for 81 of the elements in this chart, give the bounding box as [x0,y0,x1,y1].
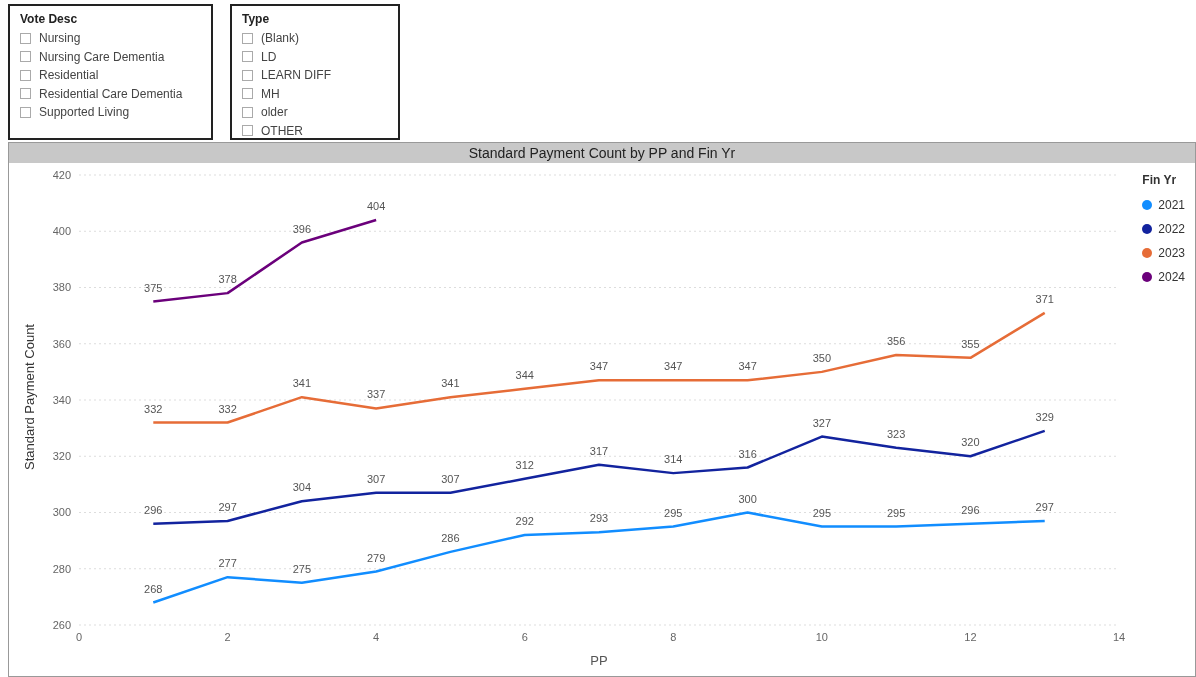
data-label: 275 [292,562,312,575]
legend-label: 2024 [1158,270,1185,284]
data-label: 347 [589,360,609,373]
data-label: 293 [589,512,609,525]
data-label: 292 [515,515,534,527]
x-tick-label: 4 [373,630,380,643]
x-tick-label: 10 [815,630,828,643]
data-label: 277 [218,557,237,570]
data-label: 312 [515,458,534,471]
data-label: 307 [366,472,386,485]
chart-title: Standard Payment Count by PP and Fin Yr [9,143,1195,163]
data-label: 347 [664,360,683,373]
data-label: 347 [738,360,757,373]
y-tick-label: 280 [52,562,71,575]
y-tick-label: 400 [52,225,71,238]
data-label: 297 [218,500,237,513]
data-label: 332 [144,402,163,415]
data-label: 296 [961,503,980,516]
text: Vote Desc [20,12,79,26]
y-tick-label: 300 [52,506,71,519]
data-label: 296 [144,503,163,516]
text: Nursing Care Dementia [39,49,165,64]
data-label: 344 [515,368,534,381]
data-label: 341 [292,377,312,390]
x-axis-title: PP [590,653,608,668]
legend-label: 2021 [1158,198,1185,212]
data-label: 307 [441,472,460,485]
data-label: 268 [144,582,163,595]
text: older [261,105,288,120]
text: OTHER [261,123,303,138]
data-label: 329 [1035,410,1054,423]
x-tick-label: 6 [521,630,528,643]
y-tick-label: 380 [52,281,71,294]
text: LD [261,49,277,64]
data-label: 378 [218,273,237,286]
data-label: 317 [589,444,609,457]
x-tick-label: 14 [1112,630,1126,643]
data-label: 337 [366,388,386,401]
y-tick-label: 320 [52,450,71,463]
data-label: 323 [886,427,906,440]
data-label: 314 [664,453,683,466]
text: (Blank) [261,31,300,46]
text: Residential Care Dementia [39,86,183,101]
y-tick-label: 360 [52,337,71,350]
text: Nursing [39,31,81,46]
text: Type [242,12,271,26]
x-tick-label: 2 [224,630,231,643]
data-label: 356 [886,335,906,347]
legend-title: Fin Yr [1142,173,1178,187]
data-label: 371 [1035,292,1054,305]
y-tick-label: 260 [52,618,71,631]
data-label: 286 [441,531,460,544]
data-label: 341 [441,377,460,390]
data-label: 295 [812,506,832,519]
x-tick-label: 0 [75,630,83,643]
legend-label: 2022 [1158,222,1185,236]
x-tick-label: 8 [670,630,677,643]
data-label: 297 [1035,500,1054,513]
data-label: 350 [812,351,832,364]
text: Residential [39,68,99,83]
data-label: 404 [366,200,386,212]
data-label: 320 [961,436,980,449]
x-tick-label: 12 [964,630,977,643]
data-label: 355 [961,337,980,350]
data-label: 300 [738,492,757,505]
data-label: 304 [292,481,312,494]
y-tick-label: 420 [52,168,71,181]
data-label: 279 [366,551,386,564]
legend-label: 2023 [1158,246,1185,260]
y-axis-title: Standard Payment Count [21,323,37,470]
data-label: 295 [886,506,906,519]
y-tick-label: 340 [52,393,71,406]
text: Supported Living [39,105,130,120]
data-label: 375 [144,281,163,294]
data-label: 332 [218,402,237,415]
data-label: 396 [292,222,312,235]
data-label: 327 [812,416,832,429]
text: MH [261,86,280,101]
text: LEARN DIFF [261,68,332,83]
data-label: 316 [738,447,757,460]
data-label: 295 [664,506,683,519]
